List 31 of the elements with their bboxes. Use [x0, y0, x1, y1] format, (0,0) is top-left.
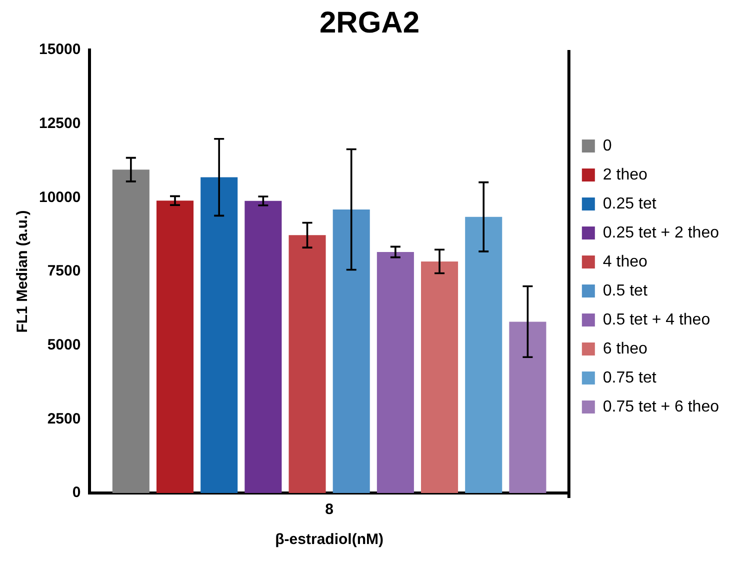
legend-label: 6 theo	[602, 340, 648, 358]
bar	[376, 252, 414, 493]
legend-label: 0.75 tet	[602, 369, 657, 386]
bar	[288, 235, 326, 493]
bar	[244, 200, 282, 493]
legend-label: 0.25 tet	[602, 195, 657, 212]
x-tick-label: 8	[325, 501, 334, 518]
legend-label: 0.25 tet + 2 theo	[602, 224, 720, 242]
y-tick-label: 0	[72, 484, 81, 502]
y-tick-label: 12500	[38, 114, 81, 132]
legend-label: 0.5 tet	[602, 282, 648, 300]
legend-label: 4 theo	[602, 253, 648, 270]
bar	[112, 170, 150, 493]
bar	[421, 261, 458, 493]
bar	[156, 200, 194, 493]
chart-title: 2RGA2	[319, 6, 420, 40]
y-tick-label: 5000	[47, 336, 81, 354]
bar	[200, 177, 238, 493]
legend-label: 2 theo	[602, 166, 648, 184]
y-tick-label: 2500	[47, 410, 81, 428]
x-axis-title: β-estradiol(nM)	[275, 531, 384, 548]
bar	[465, 216, 502, 493]
y-tick-label: 7500	[47, 262, 81, 280]
bar	[509, 322, 546, 493]
y-tick-label: 10000	[38, 188, 81, 206]
legend-label: 0	[602, 137, 612, 154]
legend-label: 0.5 tet + 4 theo	[602, 311, 710, 328]
legend-label: 0.75 tet + 6 theo	[602, 398, 720, 416]
y-axis-title: FL1 Median (a.u.)	[14, 210, 32, 333]
bar	[332, 209, 370, 493]
y-tick-label: 15000	[38, 41, 81, 58]
